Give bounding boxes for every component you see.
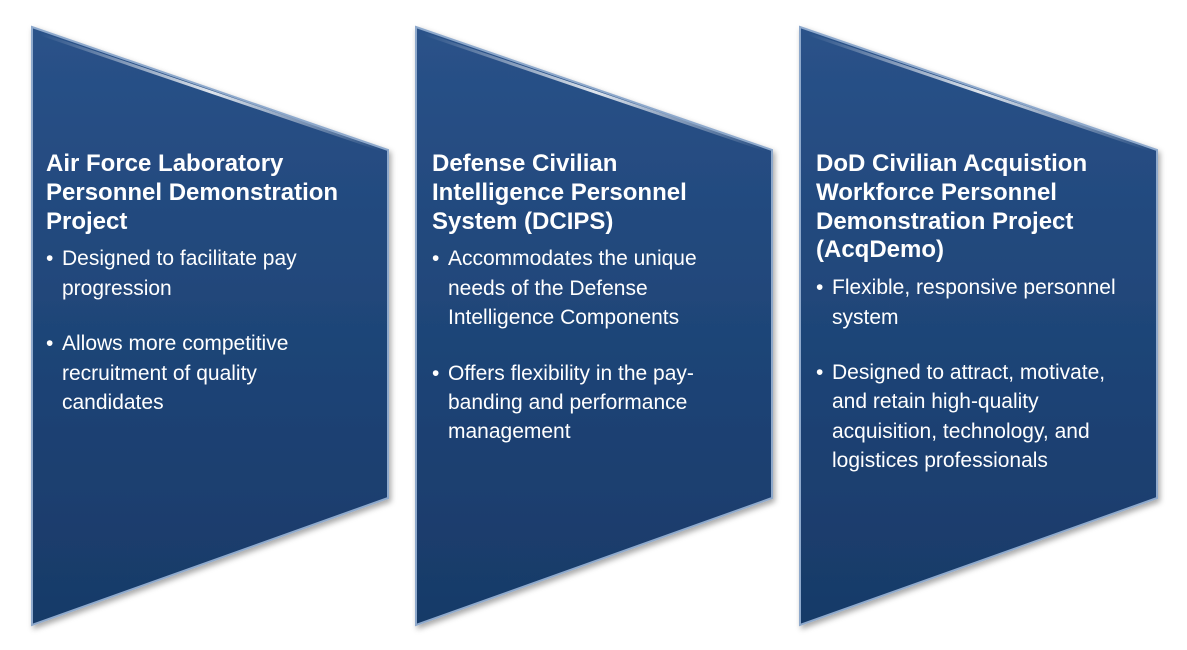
bullet-list: Accommodates the unique needs of the Def… bbox=[432, 244, 752, 446]
panel-2-highlight bbox=[423, 32, 767, 152]
panel-title: Air Force Laboratory Personnel Demonstra… bbox=[46, 150, 339, 235]
panel-title: Defense Civilian Intelligence Personnel … bbox=[432, 150, 687, 235]
panel-1-shape bbox=[31, 25, 389, 627]
bullet-item: Designed to attract, motivate, and retai… bbox=[816, 358, 1134, 476]
panel-title: DoD Civilian Acquistion Workforce Person… bbox=[816, 150, 1088, 264]
panel-dcips: Defense Civilian Intelligence Personnel … bbox=[432, 150, 752, 473]
panel-1-chevron bbox=[31, 25, 389, 627]
panel-acqdemo: DoD Civilian Acquistion Workforce Person… bbox=[816, 150, 1134, 502]
bullet-item: Designed to facilitate pay progression bbox=[46, 244, 346, 303]
bullet-item: Flexible, responsive personnel system bbox=[816, 273, 1134, 332]
bullet-item: Allows more competitive recruitment of q… bbox=[46, 329, 346, 417]
bullet-item: Offers flexibility in the pay-banding an… bbox=[432, 359, 752, 447]
panel-air-force-lab: Air Force Laboratory Personnel Demonstra… bbox=[46, 150, 346, 443]
panel-1-highlight bbox=[39, 32, 383, 152]
bullet-list: Designed to facilitate pay progression A… bbox=[46, 244, 346, 417]
panel-3-highlight bbox=[807, 32, 1152, 152]
bullet-item: Accommodates the unique needs of the Def… bbox=[432, 244, 752, 332]
bullet-list: Flexible, responsive personnel system De… bbox=[816, 273, 1134, 475]
